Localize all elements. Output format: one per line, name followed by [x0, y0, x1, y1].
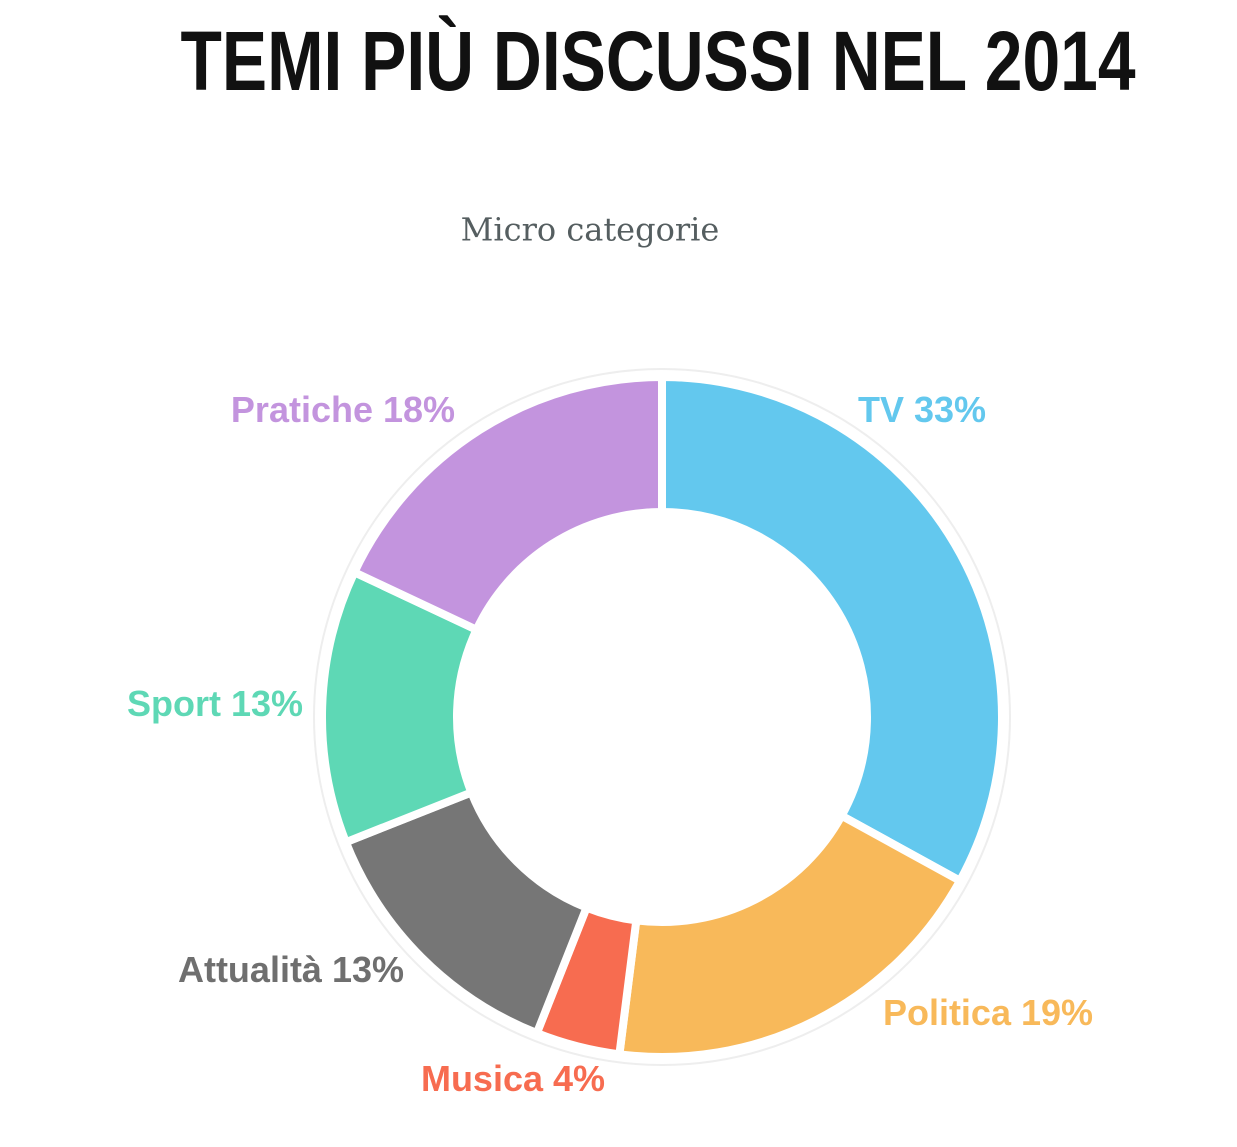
value-label: 13% [332, 949, 404, 990]
slice-label: Musica 4% [421, 1058, 605, 1099]
outer-ring [313, 368, 1011, 1066]
slice-label: Sport 13% [127, 683, 303, 724]
value-label: 19% [1021, 992, 1093, 1033]
value-label: 13% [231, 683, 303, 724]
value-label: 18% [383, 389, 455, 430]
slice-label: Pratiche 18% [231, 389, 455, 430]
slice-label: Attualità 13% [178, 949, 404, 990]
category-label: Politica [883, 992, 1012, 1033]
slice-label: TV 33% [858, 389, 986, 430]
category-label: Attualità [178, 949, 323, 990]
slice-label: Politica 19% [883, 992, 1093, 1033]
category-label: Sport [127, 683, 221, 724]
slice [614, 810, 966, 1061]
slices [318, 372, 1006, 1061]
slice [349, 372, 666, 636]
category-label: TV [858, 389, 904, 430]
chart-subtitle: Micro categorie [461, 211, 720, 249]
slice [658, 372, 1006, 887]
category-label: Pratiche [231, 389, 373, 430]
category-label: Musica [421, 1058, 544, 1099]
chart-title: TEMI PIÙ DISCUSSI NEL 2014 [181, 14, 1136, 108]
value-label: 33% [914, 389, 986, 430]
labels: TV 33% Politica 19% Musica 4% Attualità 13%… [127, 389, 1093, 1099]
value-label: 4% [553, 1058, 605, 1099]
